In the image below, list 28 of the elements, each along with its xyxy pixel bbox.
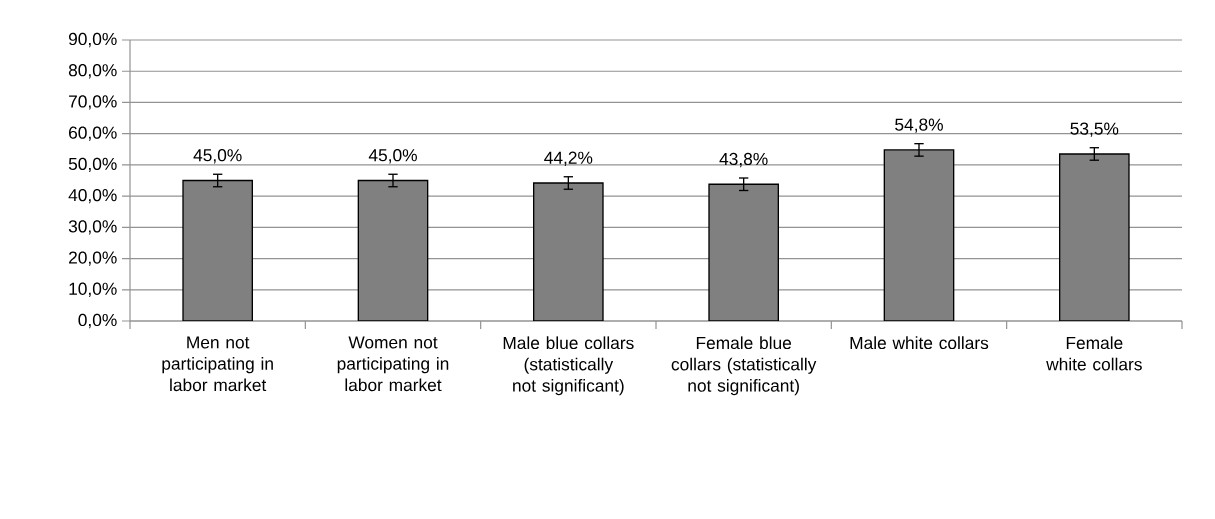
x-tick-label: Female white collars xyxy=(1046,336,1142,371)
y-tick-label: 70,0% xyxy=(69,95,117,110)
y-tick-label: 50,0% xyxy=(68,157,117,173)
data-label: 45,0% xyxy=(193,149,242,164)
y-tick-label: 40,0% xyxy=(68,188,117,204)
y-tick-label: 60,0% xyxy=(69,126,117,141)
y-tick-label: 10,0% xyxy=(69,282,117,297)
bar xyxy=(883,149,955,321)
bar xyxy=(1058,153,1130,321)
y-tick-label: 0,0% xyxy=(78,313,117,329)
bar xyxy=(708,183,779,321)
data-label: 45,0% xyxy=(368,149,417,164)
x-tick-label: Female blue collars (statistically not significant) xyxy=(671,336,817,396)
data-label: 44,2% xyxy=(544,151,593,166)
bar xyxy=(357,179,429,321)
data-label: 43,8% xyxy=(719,152,768,168)
data-label: 53,5% xyxy=(1070,122,1119,137)
y-tick-label: 30,0% xyxy=(68,220,117,235)
y-tick-label: 20,0% xyxy=(69,251,117,266)
x-tick-label: Men not participating in labor market xyxy=(162,336,273,392)
y-tick-label: 90,0% xyxy=(68,32,117,48)
bar xyxy=(532,182,604,321)
y-tick-label: 80,0% xyxy=(68,64,117,79)
data-label: 54,8% xyxy=(895,118,943,133)
x-tick-label: Male blue collars (statistically not significant) xyxy=(503,336,634,396)
bar xyxy=(182,179,253,321)
x-tick-label: Male white collars xyxy=(850,336,989,350)
x-tick-label: Women not participating in labor market xyxy=(337,336,449,392)
